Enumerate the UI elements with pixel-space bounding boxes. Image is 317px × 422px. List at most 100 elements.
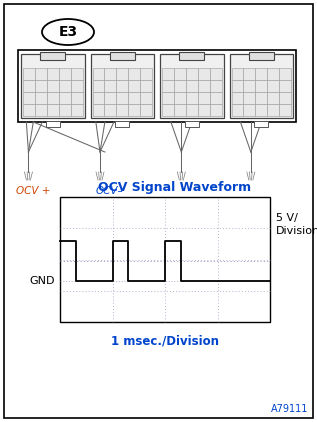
Bar (249, 52, 274, 60)
Bar (267, 80, 279, 92)
Bar (231, 92, 243, 104)
Text: GND: GND (29, 276, 55, 287)
Bar (115, 121, 129, 127)
Bar (23, 80, 35, 92)
Bar (23, 68, 35, 80)
Bar (162, 80, 174, 92)
Bar (71, 68, 82, 80)
Bar (116, 92, 128, 104)
Bar (279, 80, 291, 92)
Bar (23, 92, 35, 104)
Bar (104, 92, 116, 104)
Bar (47, 104, 59, 116)
Bar (40, 52, 65, 60)
Bar (198, 104, 210, 116)
Bar (198, 92, 210, 104)
Bar (104, 68, 116, 80)
Bar (59, 104, 71, 116)
Bar (279, 104, 291, 116)
Bar (174, 92, 186, 104)
Bar (231, 68, 243, 80)
Bar (186, 104, 198, 116)
Bar (231, 80, 243, 92)
Bar (47, 80, 59, 92)
Bar (162, 68, 174, 80)
Bar (93, 80, 104, 92)
Bar (140, 80, 152, 92)
Bar (255, 104, 267, 116)
Bar (243, 68, 255, 80)
Bar (23, 104, 35, 116)
Bar (104, 104, 116, 116)
Bar (59, 80, 71, 92)
Bar (116, 80, 128, 92)
Bar (243, 80, 255, 92)
Bar (210, 104, 222, 116)
Bar (160, 54, 223, 118)
Bar (59, 68, 71, 80)
Bar (230, 54, 293, 118)
Bar (93, 68, 104, 80)
Bar (116, 68, 128, 80)
Bar (128, 92, 140, 104)
Bar (47, 92, 59, 104)
Bar (116, 104, 128, 116)
Bar (186, 68, 198, 80)
Bar (186, 92, 198, 104)
Bar (128, 104, 140, 116)
Bar (186, 80, 198, 92)
Bar (128, 68, 140, 80)
Bar (71, 80, 82, 92)
Bar (174, 104, 186, 116)
Ellipse shape (42, 19, 94, 45)
Bar (71, 92, 82, 104)
Bar (140, 92, 152, 104)
Bar (198, 80, 210, 92)
Bar (47, 68, 59, 80)
Bar (162, 104, 174, 116)
Bar (18, 50, 296, 122)
Text: 5 V/
Division: 5 V/ Division (276, 213, 317, 236)
Bar (140, 104, 152, 116)
Bar (93, 104, 104, 116)
Bar (210, 68, 222, 80)
Bar (21, 54, 85, 118)
Text: OCV–: OCV– (95, 186, 123, 196)
Bar (279, 68, 291, 80)
Bar (255, 92, 267, 104)
Text: E3: E3 (58, 25, 78, 39)
Bar (59, 92, 71, 104)
Bar (174, 68, 186, 80)
Bar (255, 80, 267, 92)
Bar (179, 52, 204, 60)
Bar (267, 104, 279, 116)
Bar (267, 92, 279, 104)
Bar (35, 80, 47, 92)
Bar (93, 92, 104, 104)
Bar (104, 80, 116, 92)
Bar (90, 54, 154, 118)
Bar (140, 68, 152, 80)
Bar (254, 121, 268, 127)
Bar (210, 80, 222, 92)
Bar (71, 104, 82, 116)
Bar (185, 121, 199, 127)
Bar (110, 52, 135, 60)
Text: A79111: A79111 (271, 404, 308, 414)
Bar (279, 92, 291, 104)
Bar (210, 92, 222, 104)
Bar (267, 68, 279, 80)
Bar (128, 80, 140, 92)
Bar (243, 104, 255, 116)
Bar (162, 92, 174, 104)
Text: OCV +: OCV + (16, 186, 50, 196)
Bar (255, 68, 267, 80)
Bar (60, 197, 270, 322)
Bar (231, 104, 243, 116)
Text: 1 msec./Division: 1 msec./Division (111, 334, 219, 347)
Bar (35, 104, 47, 116)
Bar (35, 92, 47, 104)
Bar (174, 80, 186, 92)
Text: OCV Signal Waveform: OCV Signal Waveform (99, 181, 252, 194)
Bar (198, 68, 210, 80)
